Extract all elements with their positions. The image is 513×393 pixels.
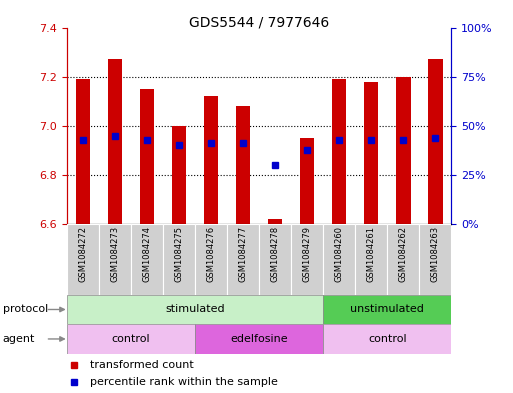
Text: GSM1084274: GSM1084274 xyxy=(142,226,151,282)
Text: transformed count: transformed count xyxy=(90,360,193,370)
Bar xyxy=(364,82,379,224)
Text: stimulated: stimulated xyxy=(165,305,225,314)
Text: GSM1084273: GSM1084273 xyxy=(110,226,120,282)
Text: control: control xyxy=(368,334,407,344)
Bar xyxy=(195,224,227,295)
Text: unstimulated: unstimulated xyxy=(350,305,424,314)
Bar xyxy=(131,224,163,295)
Bar xyxy=(236,106,250,224)
Bar xyxy=(140,89,154,224)
Text: GSM1084260: GSM1084260 xyxy=(334,226,344,282)
Bar xyxy=(98,224,131,295)
Text: GSM1084262: GSM1084262 xyxy=(399,226,408,282)
Bar xyxy=(428,59,443,224)
Bar xyxy=(195,324,323,354)
Bar xyxy=(323,224,355,295)
Text: agent: agent xyxy=(3,334,35,344)
Bar xyxy=(355,224,387,295)
Bar xyxy=(268,219,282,224)
Bar xyxy=(172,126,186,224)
Text: GSM1084261: GSM1084261 xyxy=(367,226,376,282)
Bar xyxy=(387,224,420,295)
Bar xyxy=(67,224,98,295)
Bar xyxy=(227,224,259,295)
Bar xyxy=(396,77,410,224)
Bar xyxy=(332,79,346,224)
Text: GSM1084278: GSM1084278 xyxy=(270,226,280,282)
Text: GSM1084275: GSM1084275 xyxy=(174,226,184,282)
Bar xyxy=(291,224,323,295)
Text: GSM1084277: GSM1084277 xyxy=(239,226,248,282)
Bar xyxy=(67,324,195,354)
Bar xyxy=(300,138,314,224)
Bar xyxy=(420,224,451,295)
Text: edelfosine: edelfosine xyxy=(230,334,288,344)
Text: percentile rank within the sample: percentile rank within the sample xyxy=(90,377,278,387)
Text: GSM1084279: GSM1084279 xyxy=(303,226,312,282)
Bar xyxy=(323,324,451,354)
Text: GSM1084272: GSM1084272 xyxy=(78,226,87,282)
Text: control: control xyxy=(111,334,150,344)
Bar xyxy=(75,79,90,224)
Bar xyxy=(204,96,218,224)
Bar xyxy=(108,59,122,224)
Bar xyxy=(259,224,291,295)
Text: GDS5544 / 7977646: GDS5544 / 7977646 xyxy=(189,16,329,30)
Bar xyxy=(323,295,451,324)
Bar xyxy=(163,224,195,295)
Bar xyxy=(67,295,323,324)
Text: GSM1084263: GSM1084263 xyxy=(431,226,440,282)
Text: protocol: protocol xyxy=(3,305,48,314)
Text: GSM1084276: GSM1084276 xyxy=(206,226,215,282)
